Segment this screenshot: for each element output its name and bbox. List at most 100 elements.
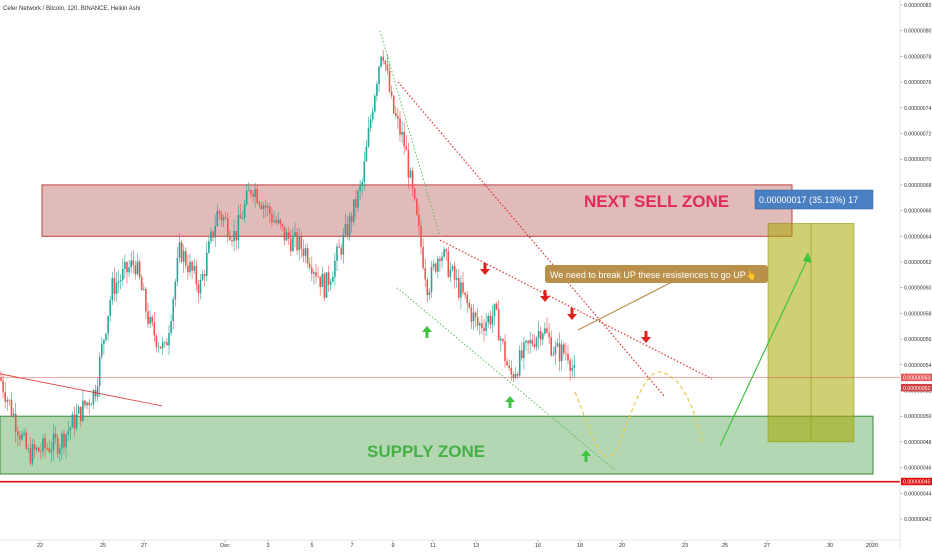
candle-body bbox=[325, 272, 328, 298]
candle-body bbox=[323, 273, 326, 298]
x-tick-label: 16 bbox=[535, 543, 541, 549]
candle-body bbox=[544, 328, 546, 334]
candle-body bbox=[0, 377, 2, 381]
candle-body bbox=[569, 360, 571, 371]
candle-body bbox=[33, 444, 36, 450]
green-trendline-top[interactable] bbox=[379, 30, 441, 237]
candle-body bbox=[432, 263, 435, 268]
candle-body bbox=[504, 341, 506, 362]
candle-body bbox=[101, 344, 103, 357]
candle-body bbox=[279, 219, 282, 224]
candle-body bbox=[481, 323, 483, 329]
candle-body bbox=[497, 309, 500, 341]
candle-body bbox=[220, 213, 223, 221]
candle-body bbox=[96, 386, 99, 397]
y-tick-label: 0.00000070 bbox=[904, 157, 932, 163]
candle-body bbox=[353, 199, 355, 222]
x-tick-label: Dec bbox=[220, 543, 230, 549]
candle-body bbox=[193, 265, 195, 271]
candle-body bbox=[136, 261, 139, 275]
candle-body bbox=[210, 231, 212, 242]
candle-body bbox=[6, 399, 9, 402]
candle-body bbox=[189, 261, 191, 273]
candle-body bbox=[556, 343, 559, 347]
y-tick-label: 0.00000052 bbox=[904, 389, 932, 395]
candle-body bbox=[35, 447, 38, 450]
x-tick-label: 11 bbox=[430, 543, 436, 549]
callout-box[interactable] bbox=[545, 265, 768, 283]
candle-body bbox=[306, 248, 309, 264]
candle-body bbox=[317, 276, 319, 278]
candle-body bbox=[361, 181, 363, 186]
candle-body bbox=[491, 316, 494, 325]
candle-body bbox=[363, 161, 366, 182]
candle-body bbox=[518, 350, 521, 376]
candle-body bbox=[531, 339, 534, 345]
candle-body bbox=[506, 361, 508, 366]
candle-body bbox=[122, 268, 124, 280]
x-tick-label: 3 bbox=[266, 543, 269, 549]
candle-body bbox=[191, 261, 193, 271]
candle-body bbox=[397, 115, 399, 119]
measure-box[interactable] bbox=[754, 189, 874, 210]
candle-body bbox=[56, 437, 59, 454]
down-arrow-icon bbox=[540, 290, 550, 302]
candle-body bbox=[533, 344, 536, 347]
candle-body bbox=[424, 267, 426, 280]
candle-body bbox=[395, 113, 397, 116]
red-trendline-steep[interactable] bbox=[397, 81, 666, 398]
candle-body bbox=[300, 236, 303, 249]
candle-body bbox=[334, 260, 336, 278]
y-tick-label: 0.00000066 bbox=[904, 209, 932, 215]
candle-body bbox=[256, 189, 258, 203]
candle-body bbox=[523, 342, 525, 358]
callout-text: We need to break UP these resistences to… bbox=[550, 269, 757, 280]
candle-body bbox=[275, 220, 277, 223]
candle-body bbox=[546, 328, 548, 333]
candle-body bbox=[437, 258, 439, 272]
x-tick-label: 27 bbox=[141, 543, 147, 549]
candle-body bbox=[552, 354, 555, 356]
candle-body bbox=[388, 70, 391, 92]
candle-body bbox=[327, 272, 330, 285]
candle-body bbox=[44, 438, 46, 448]
y-tick-label: 0.00000044 bbox=[904, 491, 932, 497]
candle-body bbox=[182, 251, 185, 262]
candle-body bbox=[164, 342, 166, 344]
projection-arrow-line[interactable] bbox=[719, 257, 809, 447]
candle-body bbox=[430, 267, 433, 292]
arrow-head bbox=[505, 396, 515, 402]
candle-body bbox=[107, 315, 109, 334]
candle-body bbox=[12, 413, 15, 416]
candle-body bbox=[365, 146, 368, 162]
candle-body bbox=[40, 451, 42, 453]
candle-body bbox=[203, 274, 206, 276]
supply-zone-box[interactable] bbox=[0, 415, 874, 475]
down-arrow-icon bbox=[567, 308, 577, 320]
candle-body bbox=[63, 433, 65, 448]
candle-body bbox=[138, 261, 141, 278]
candle-body bbox=[416, 198, 418, 215]
candle-body bbox=[285, 232, 288, 241]
candle-body bbox=[14, 413, 17, 432]
candle-body bbox=[59, 448, 61, 454]
candle-body bbox=[359, 185, 361, 191]
candle-body bbox=[73, 414, 76, 429]
candle-body bbox=[455, 278, 458, 280]
candle-body bbox=[170, 321, 172, 334]
x-tick-label: 27 bbox=[764, 543, 770, 549]
old-trendline[interactable] bbox=[0, 373, 163, 407]
candle-body bbox=[130, 260, 132, 268]
candle-body bbox=[126, 261, 128, 273]
y-tick-label: 0.00000072 bbox=[904, 132, 932, 138]
projected-path[interactable] bbox=[574, 371, 703, 458]
candle-body bbox=[161, 342, 164, 349]
candle-body bbox=[168, 333, 170, 346]
candle-body bbox=[250, 190, 252, 195]
candle-body bbox=[180, 242, 183, 262]
candle-body bbox=[548, 332, 550, 338]
candle-body bbox=[292, 236, 294, 252]
candle-body bbox=[510, 368, 513, 375]
